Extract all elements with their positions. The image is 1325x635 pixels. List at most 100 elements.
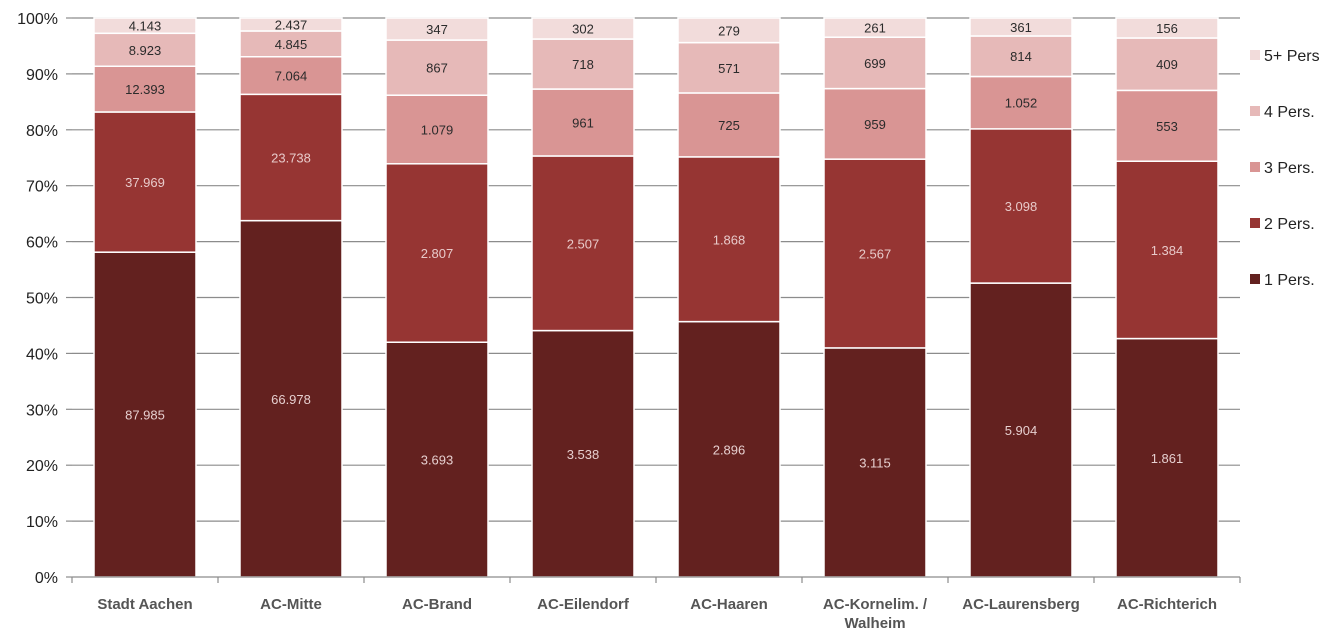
y-tick-label: 40% xyxy=(26,346,58,363)
bar-segment xyxy=(823,36,927,90)
bar-stack: 3.693 2.807 1.079 867 347 xyxy=(385,17,489,578)
x-tick-label: AC-Mitte xyxy=(260,596,322,613)
legend: 5+ Pers 4 Pers. 3 Pers. 2 Pers. 1 Pers. xyxy=(1250,48,1320,289)
legend-item: 1 Pers. xyxy=(1250,272,1315,289)
data-label: 1.861 xyxy=(1151,451,1184,466)
bar-segment xyxy=(93,32,197,67)
legend-swatch xyxy=(1250,106,1260,116)
bar-segment xyxy=(531,329,635,578)
bar-segment xyxy=(93,111,197,253)
bar-stack: 3.115 2.567 959 699 261 xyxy=(823,17,927,578)
bar-stack: 2.896 1.868 725 571 279 xyxy=(677,17,781,578)
y-tick-label: 30% xyxy=(26,402,58,419)
data-label: 279 xyxy=(718,23,740,38)
y-tick-label: 60% xyxy=(26,235,58,252)
bar-segment xyxy=(531,88,635,157)
y-tick-label: 90% xyxy=(26,67,58,84)
legend-label: 3 Pers. xyxy=(1264,160,1315,177)
data-label: 571 xyxy=(718,61,740,76)
legend-item: 5+ Pers xyxy=(1250,48,1320,65)
bar-segment xyxy=(239,93,343,222)
bar-segment xyxy=(385,17,489,41)
data-label: 2.807 xyxy=(421,246,454,261)
bar-segment xyxy=(385,163,489,343)
y-tick-label: 50% xyxy=(26,291,58,308)
x-tick-label: AC-Eilendorf xyxy=(537,596,630,613)
data-label: 7.064 xyxy=(275,69,308,84)
bar-segment xyxy=(385,94,489,165)
data-label: 23.738 xyxy=(271,150,311,165)
bar-segment xyxy=(969,75,1073,130)
data-label: 1.079 xyxy=(421,122,454,137)
legend-item: 2 Pers. xyxy=(1250,216,1315,233)
legend-swatch xyxy=(1250,218,1260,228)
data-label: 302 xyxy=(572,22,594,37)
bar-segment xyxy=(385,39,489,96)
bar-segment xyxy=(239,219,343,578)
legend-item: 3 Pers. xyxy=(1250,160,1315,177)
bar-segment xyxy=(677,156,781,323)
x-tick-label: AC-Brand xyxy=(402,596,472,613)
legend-label: 1 Pers. xyxy=(1264,272,1315,289)
axis-layer: 0% 10% 20% 30% 40% 50% 60% 70% 80% 90% 100% Stadt A… xyxy=(17,11,1241,632)
data-label: 1.052 xyxy=(1005,96,1038,111)
legend-label: 5+ Pers xyxy=(1264,48,1320,65)
data-label: 959 xyxy=(864,117,886,132)
data-label: 3.098 xyxy=(1005,199,1038,214)
bar-segment xyxy=(93,17,197,35)
y-tick-label: 20% xyxy=(26,458,58,475)
data-label: 8.923 xyxy=(129,43,162,58)
data-label: 3.115 xyxy=(859,455,891,470)
data-label: 725 xyxy=(718,118,740,133)
bar-segment xyxy=(531,38,635,90)
data-label: 3.693 xyxy=(421,453,454,468)
data-label: 156 xyxy=(1156,21,1178,36)
bar-segment xyxy=(969,128,1073,284)
bar-segment xyxy=(677,41,781,94)
data-label: 2.896 xyxy=(713,442,746,457)
data-label: 867 xyxy=(426,61,448,76)
bar-segment xyxy=(1115,37,1219,92)
legend-swatch xyxy=(1250,274,1260,284)
bar-stack: 87.985 37.969 12.393 8.923 4.143 xyxy=(93,17,197,578)
legend-swatch xyxy=(1250,50,1260,60)
y-tick-label: 80% xyxy=(26,123,58,140)
bar-segment xyxy=(239,55,343,96)
x-tick-label: AC-Laurensberg xyxy=(962,596,1080,613)
bar-segment xyxy=(1115,337,1219,578)
bar-stack: 66.978 23.738 7.064 4.845 2.437 xyxy=(239,17,343,578)
bar-segment xyxy=(677,17,781,44)
x-tick-label: AC-Richterich xyxy=(1117,596,1217,613)
bar-segment xyxy=(677,320,781,578)
data-label: 361 xyxy=(1010,20,1032,35)
bar-segment xyxy=(531,17,635,40)
x-tick-label: Stadt Aachen xyxy=(97,596,192,613)
bars-layer: 87.985 37.969 12.393 8.923 4.143 66.978 23.738… xyxy=(93,17,1219,578)
data-label: 12.393 xyxy=(125,82,165,97)
legend-swatch xyxy=(1250,162,1260,172)
data-label: 1.868 xyxy=(713,232,746,247)
legend-item: 4 Pers. xyxy=(1250,104,1315,121)
data-label: 2.437 xyxy=(275,17,308,32)
data-label: 4.845 xyxy=(275,37,308,52)
data-label: 261 xyxy=(864,21,886,36)
data-label: 5.904 xyxy=(1005,423,1038,438)
data-label: 347 xyxy=(426,22,448,37)
bar-stack: 3.538 2.507 961 718 302 xyxy=(531,17,635,578)
bar-segment xyxy=(531,155,635,332)
data-label: 814 xyxy=(1010,49,1032,64)
data-label: 1.384 xyxy=(1151,243,1184,258)
data-label: 553 xyxy=(1156,119,1178,134)
y-tick-label: 0% xyxy=(35,570,58,587)
x-tick-label: AC-Kornelim. / xyxy=(823,596,928,613)
bar-stack: 5.904 3.098 1.052 814 361 xyxy=(969,17,1073,578)
bar-segment xyxy=(1115,17,1219,39)
bar-segment xyxy=(823,87,927,160)
y-tick-label: 10% xyxy=(26,514,58,531)
data-label: 3.538 xyxy=(567,447,600,462)
data-label: 961 xyxy=(572,116,594,131)
data-label: 2.567 xyxy=(859,247,892,262)
bar-segment xyxy=(239,17,343,32)
